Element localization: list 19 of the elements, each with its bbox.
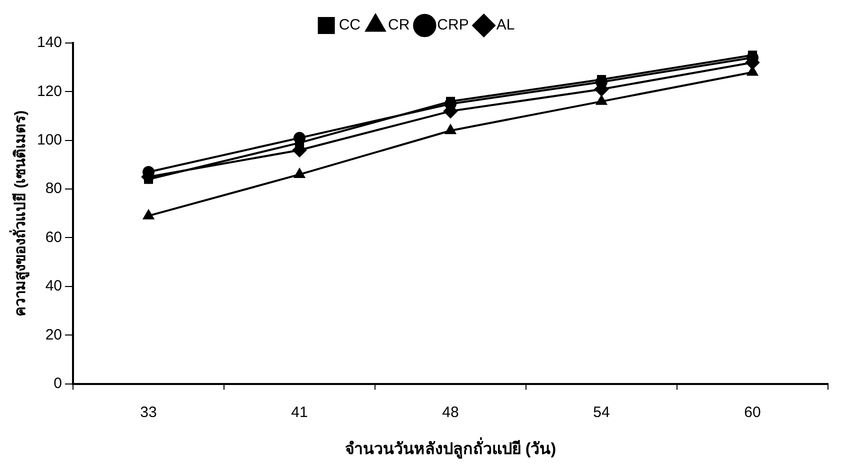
y-tick-label: 40 (45, 278, 62, 295)
legend-label: AL (496, 16, 515, 34)
legend-label: CRP (437, 16, 469, 34)
x-tick-label: 48 (442, 404, 459, 421)
y-tick-label: 80 (45, 180, 62, 198)
legend-label: CC (338, 16, 361, 34)
y-tick-label: 140 (36, 34, 62, 52)
y-axis-title: ความสูงของถั่วแปยี (เซนติเมตร) (9, 110, 30, 316)
legend-label: CR (388, 16, 410, 34)
y-tick-label: 0 (54, 374, 62, 392)
x-tick-label: 41 (291, 404, 308, 421)
x-tick-label: 33 (140, 404, 157, 421)
y-tick-label: 60 (45, 228, 62, 246)
x-tick-label: 54 (593, 404, 610, 421)
y-tick-label: 20 (45, 326, 62, 344)
y-tick-label: 100 (36, 132, 62, 149)
x-tick-label: 60 (744, 404, 761, 421)
x-axis-title: จำนวนวันหลังปลูกถั่วแปยี (วัน) (344, 436, 556, 460)
y-tick-label: 120 (36, 82, 62, 100)
